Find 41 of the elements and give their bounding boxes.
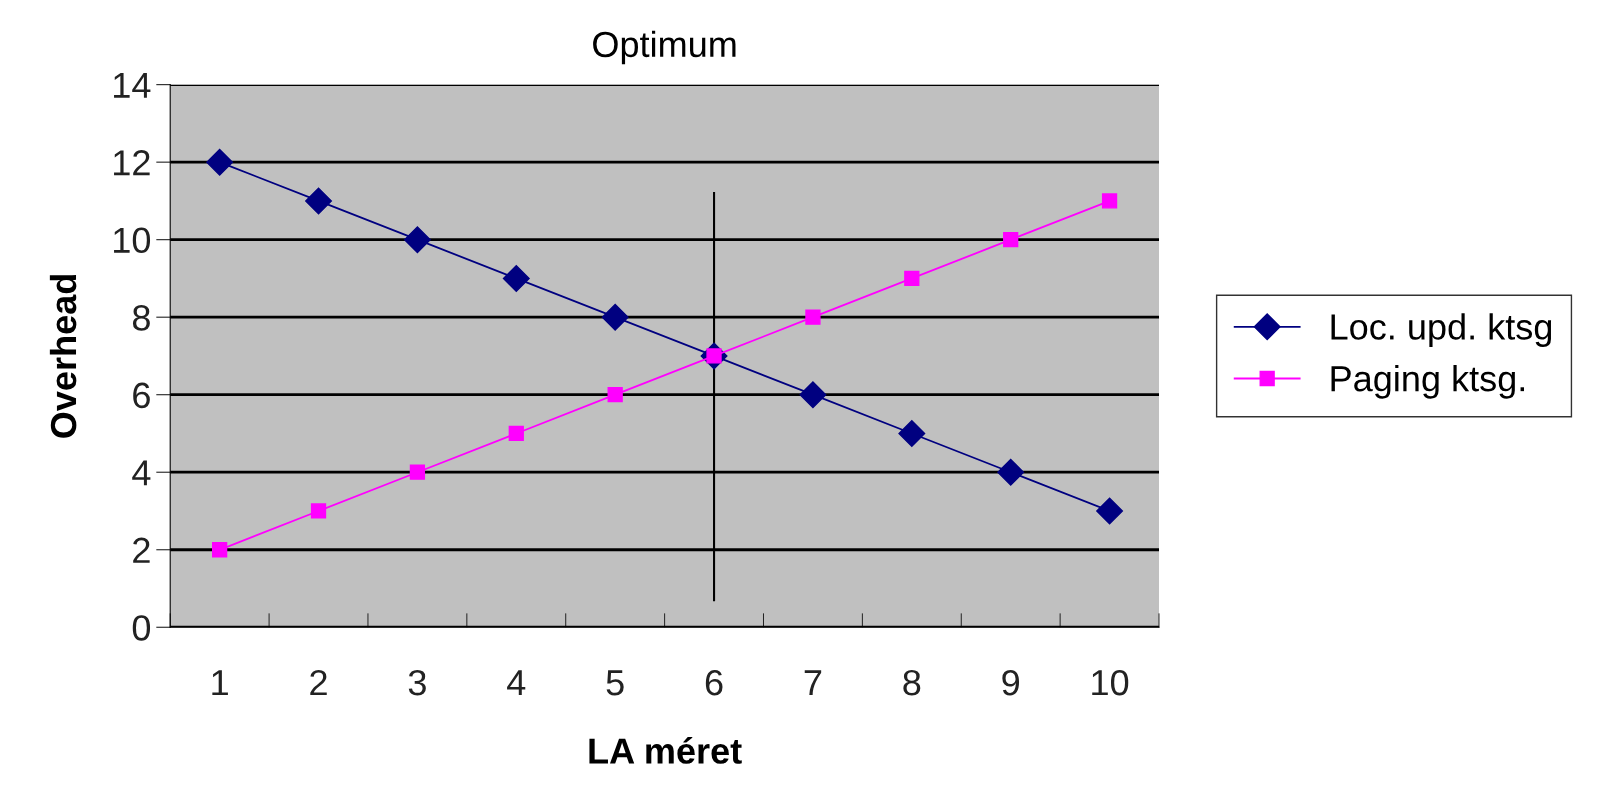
point [997,458,1025,486]
x-tick-label: 3 [408,669,426,696]
chart-title: Optimum [593,30,736,65]
x-tick-label: 8 [903,669,921,696]
point [607,387,623,403]
legend-label: Paging ktsg. [1331,364,1525,399]
legend-label: Loc. upd. ktsg [1331,313,1552,347]
x-tick-label: 9 [1002,669,1020,696]
x-axis-title: LA méret [589,737,742,764]
point [805,309,821,325]
point [409,464,426,480]
point [305,187,332,215]
x-tick-label: 7 [804,670,822,696]
point [403,226,431,254]
y-tick-label: 0 [132,615,151,641]
y-axis-title: Overhead [49,275,77,438]
y-tick-label: 4 [132,460,151,486]
y-tick-label: 14 [114,72,151,98]
point [310,503,327,519]
point [508,425,524,442]
point [1101,193,1118,209]
point [502,264,530,292]
point [904,270,920,287]
point [1096,497,1124,525]
x-tick-label: 2 [310,669,327,696]
x-tick-label: 6 [705,669,723,696]
y-tick-label: 8 [132,305,150,331]
y-tick-label: 2 [133,537,150,563]
point [601,303,629,331]
point [898,420,926,447]
point [1003,232,1019,248]
y-tick-label: 10 [114,227,151,254]
point [206,148,234,176]
x-tick-label: 5 [606,670,624,696]
x-tick-label: 4 [507,670,526,696]
point [212,542,228,558]
y-tick-label: 6 [133,382,150,409]
x-tick-label: 1 [212,670,228,696]
x-tick-label: 10 [1092,669,1129,696]
point [799,381,827,409]
y-tick-label: 12 [114,150,150,176]
